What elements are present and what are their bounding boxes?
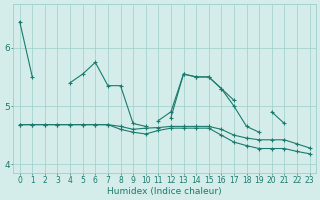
X-axis label: Humidex (Indice chaleur): Humidex (Indice chaleur) [107,187,222,196]
